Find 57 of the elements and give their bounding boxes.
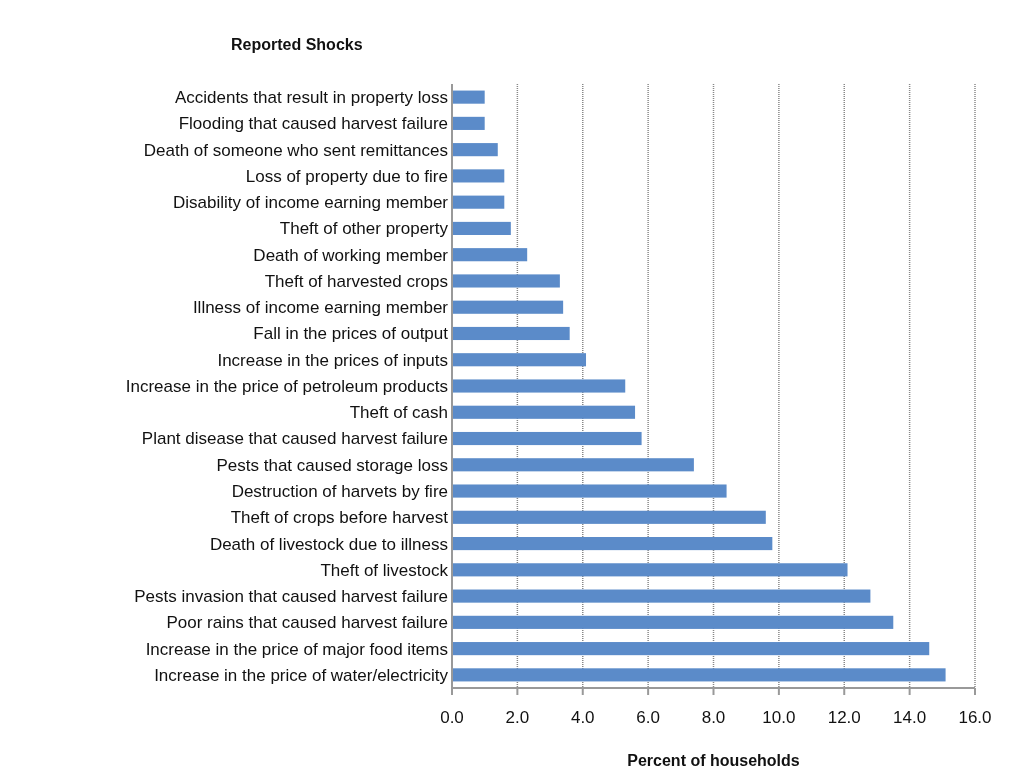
bar — [452, 300, 564, 314]
y-tick-label: Death of someone who sent remittances — [143, 140, 448, 160]
y-tick-label: Illness of income earning member — [192, 298, 449, 318]
bar — [452, 484, 727, 498]
bar — [452, 326, 570, 341]
bar — [452, 379, 626, 393]
y-tick-label: Pests that caused storage loss — [216, 455, 448, 475]
y-tick-label: Accidents that result in property loss — [174, 88, 448, 108]
bar — [452, 116, 485, 130]
bar — [452, 221, 511, 235]
x-tick-label: 4.0 — [570, 708, 595, 727]
bar — [452, 248, 528, 262]
y-tick-label: Death of working member — [253, 245, 449, 265]
y-tick-label: Theft of other property — [279, 219, 449, 239]
x-tick-label: 12.0 — [827, 708, 861, 727]
x-tick-label: 0.0 — [440, 708, 464, 727]
y-tick-label: Flooding that caused harvest failure — [178, 114, 448, 134]
y-tick-label: Increase in the price of major food items — [145, 639, 448, 659]
y-tick-label: Increase in the price of water/electricity — [154, 665, 449, 685]
bar — [452, 90, 485, 104]
bar — [452, 642, 930, 656]
x-tick-label: 2.0 — [505, 708, 530, 727]
x-axis-title: Percent of households — [627, 752, 800, 769]
y-tick-label: Pests invasion that caused harvest failure — [134, 587, 448, 607]
x-tick-label: 14.0 — [893, 708, 927, 727]
y-tick-label: Theft of cash — [349, 403, 448, 423]
x-tick-label: 6.0 — [636, 708, 660, 727]
bar — [452, 195, 505, 209]
y-tick-label: Death of livestock due to illness — [209, 534, 448, 554]
bar — [452, 563, 848, 577]
y-tick-label: Disability of income earning member — [173, 193, 449, 213]
bar — [452, 431, 642, 446]
bar — [452, 458, 694, 472]
y-tick-label: Destruction of harvets by fire — [231, 481, 448, 501]
bar — [452, 615, 894, 629]
y-tick-label: Theft of harvested crops — [264, 271, 448, 291]
bar — [452, 143, 498, 157]
y-tick-label: Plant disease that caused harvest failure — [141, 429, 448, 449]
bar — [452, 589, 871, 603]
bar — [452, 405, 636, 419]
bar — [452, 169, 505, 183]
y-tick-label: Loss of property due to fire — [245, 166, 448, 186]
bar — [452, 537, 773, 551]
bar — [452, 353, 587, 367]
y-tick-label: Increase in the price of petroleum products — [125, 376, 448, 396]
x-tick-label: 16.0 — [958, 708, 992, 727]
text: Reported Shocks — [231, 36, 363, 53]
y-tick-label: Poor rains that caused harvest failure — [166, 613, 448, 633]
y-tick-label: Increase in the prices of inputs — [217, 350, 448, 370]
bar — [452, 510, 766, 524]
y-tick-label: Theft of crops before harvest — [230, 508, 449, 528]
bar — [452, 668, 946, 682]
x-tick-label: 10.0 — [762, 708, 796, 727]
bar — [452, 274, 560, 288]
x-tick-label: 8.0 — [701, 708, 726, 727]
y-tick-label: Fall in the prices of output — [253, 324, 449, 344]
y-tick-label: Theft of livestock — [320, 560, 449, 580]
